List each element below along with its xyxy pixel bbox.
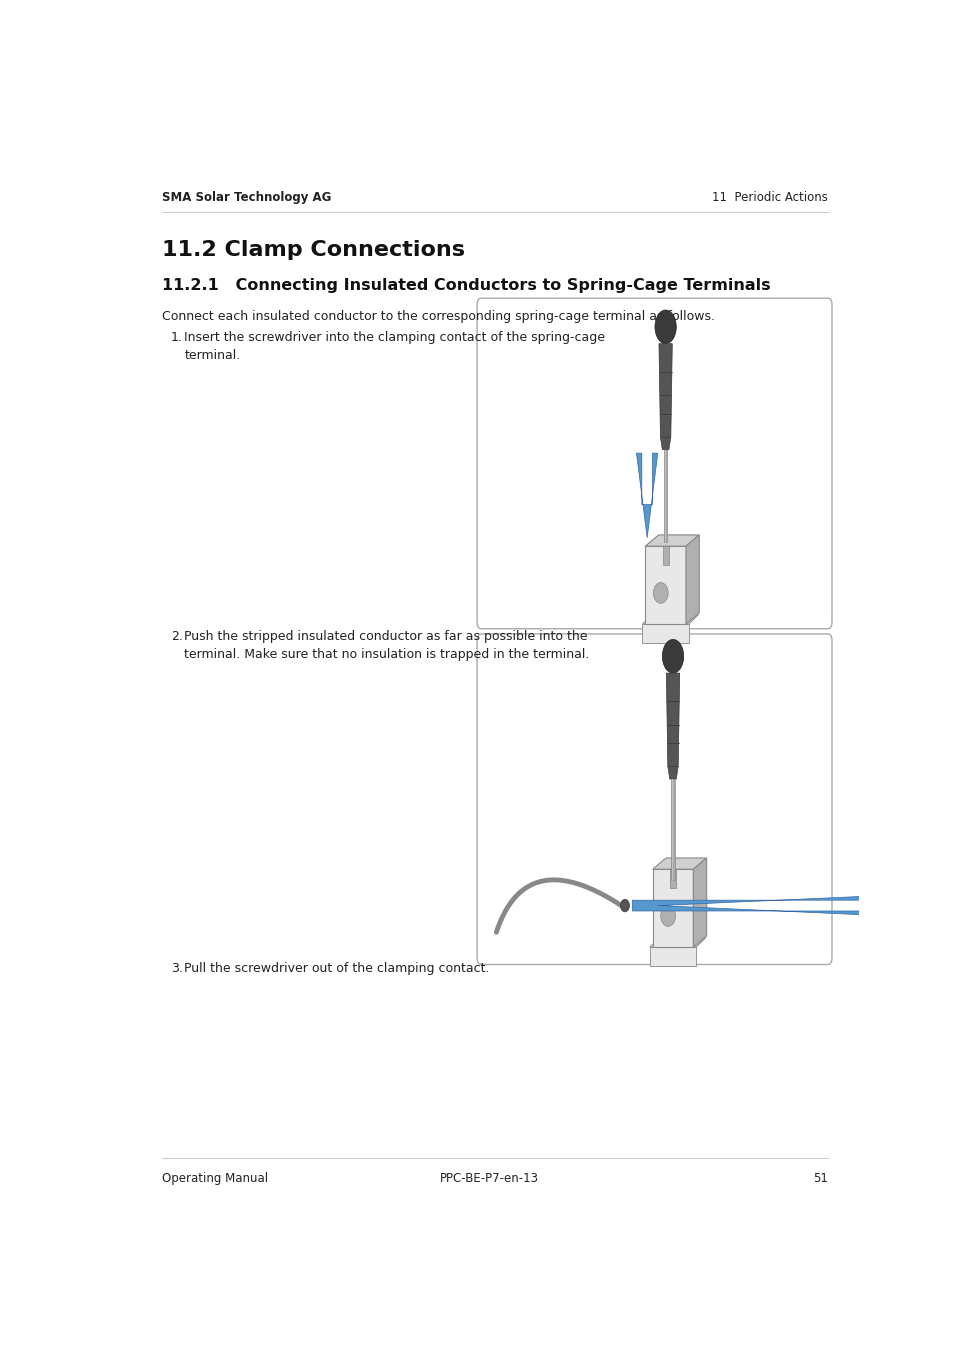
Polygon shape: [632, 894, 928, 918]
Text: 11.2 Clamp Connections: 11.2 Clamp Connections: [162, 240, 465, 261]
Ellipse shape: [655, 310, 676, 344]
Polygon shape: [663, 450, 667, 541]
Polygon shape: [671, 779, 674, 880]
Text: 51: 51: [812, 1172, 826, 1185]
Text: 11  Periodic Actions: 11 Periodic Actions: [711, 192, 826, 204]
Text: PPC-BE-P7-en-13: PPC-BE-P7-en-13: [439, 1172, 537, 1185]
Text: Operating Manual: Operating Manual: [162, 1172, 268, 1185]
Bar: [652, 869, 693, 948]
Polygon shape: [665, 674, 679, 767]
Polygon shape: [652, 859, 706, 869]
Text: Pull the screwdriver out of the clamping contact.: Pull the screwdriver out of the clamping…: [184, 963, 489, 976]
FancyBboxPatch shape: [476, 634, 831, 964]
Bar: [669, 869, 676, 888]
Polygon shape: [659, 344, 672, 437]
Circle shape: [653, 583, 667, 603]
Ellipse shape: [661, 640, 683, 674]
Polygon shape: [649, 938, 705, 948]
Bar: [649, 948, 696, 965]
Circle shape: [619, 899, 629, 911]
Circle shape: [660, 906, 675, 926]
Polygon shape: [693, 859, 706, 948]
Polygon shape: [667, 767, 678, 779]
Bar: [644, 547, 685, 624]
Text: Push the stripped insulated conductor as far as possible into the
terminal. Make: Push the stripped insulated conductor as…: [184, 629, 589, 660]
Polygon shape: [644, 535, 699, 547]
Polygon shape: [641, 614, 698, 624]
Text: 11.2.1   Connecting Insulated Conductors to Spring-Cage Terminals: 11.2.1 Connecting Insulated Conductors t…: [162, 278, 770, 293]
Polygon shape: [636, 454, 658, 537]
Text: Connect each insulated conductor to the corresponding spring-cage terminal as fo: Connect each insulated conductor to the …: [162, 309, 715, 323]
Text: 1.: 1.: [171, 332, 183, 344]
Bar: [641, 624, 688, 643]
Text: 3.: 3.: [171, 963, 183, 976]
Text: SMA Solar Technology AG: SMA Solar Technology AG: [162, 192, 331, 204]
Text: 2.: 2.: [171, 629, 183, 643]
Polygon shape: [685, 535, 699, 624]
FancyBboxPatch shape: [476, 298, 831, 629]
Polygon shape: [659, 437, 670, 450]
Bar: [662, 547, 668, 564]
Text: Insert the screwdriver into the clamping contact of the spring-cage
terminal.: Insert the screwdriver into the clamping…: [184, 332, 604, 362]
